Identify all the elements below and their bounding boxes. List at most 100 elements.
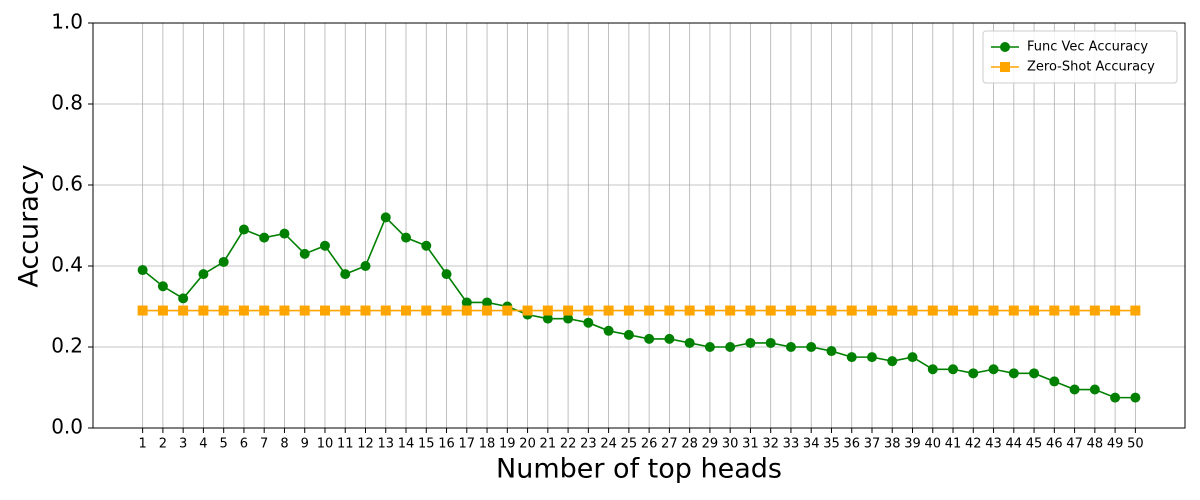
data-point [927,364,938,375]
data-point [401,232,412,243]
x-tick-label: 23 [580,437,597,452]
data-point [1069,384,1080,395]
data-point [137,265,148,276]
data-point [583,305,594,316]
data-point [745,305,756,316]
y-tick-label: 0.6 [51,172,83,196]
data-point [603,305,614,316]
data-point [1069,305,1080,316]
data-point [725,342,736,352]
data-point [279,228,290,239]
data-point [238,224,249,235]
x-tick-label: 12 [357,437,374,452]
data-point [846,305,857,316]
y-tick-label: 0.2 [51,334,83,358]
data-point [1130,305,1141,316]
x-tick-label: 38 [884,437,901,452]
x-tick-label: 14 [398,437,415,452]
data-point [988,305,999,316]
x-tick-label: 15 [418,437,435,452]
data-point [806,342,817,352]
data-point [765,337,776,348]
data-point [907,305,918,316]
plot-frame [92,22,1186,429]
x-tick-label: 49 [1107,437,1124,452]
legend-marker [1000,42,1010,52]
data-point [482,305,493,316]
x-tick-label: 44 [1006,437,1023,452]
data-point [1049,305,1060,316]
data-point [1089,305,1100,316]
data-point [563,313,574,324]
data-point [299,305,310,316]
data-point [279,305,290,316]
x-tick-label: 10 [317,437,334,452]
data-point [360,305,371,316]
x-tick-label: 43 [985,437,1002,452]
x-tick-label: 21 [540,437,557,452]
x-tick-label: 1 [138,437,146,452]
y-tick-label: 1.0 [51,10,83,34]
data-point [319,240,330,251]
data-point [948,364,959,375]
data-point [887,305,898,316]
data-point [441,269,452,280]
x-tick-label: 34 [803,437,820,452]
x-tick-label: 24 [600,437,617,452]
data-point [1008,368,1019,379]
data-point [887,356,898,367]
data-point [340,269,351,280]
x-tick-label: 27 [661,437,678,452]
x-tick-label: 8 [280,437,288,452]
x-tick-label: 33 [783,437,800,452]
x-tick-label: 41 [945,437,962,452]
x-tick-label: 16 [438,437,455,452]
data-point [198,269,209,280]
data-point [1008,305,1019,316]
x-tick-label: 50 [1127,437,1144,452]
x-tick-label: 30 [722,437,739,452]
x-tick-label: 29 [702,437,719,452]
data-point [704,305,715,316]
data-point [968,368,979,379]
data-point [927,305,938,316]
data-point [866,305,877,316]
x-tick-label: 18 [479,437,496,452]
x-tick-label: 11 [337,437,354,452]
data-point [1110,392,1121,403]
x-tick-label: 39 [904,437,921,452]
data-point [765,305,776,316]
data-point [664,333,675,344]
x-tick-label: 7 [260,437,268,452]
x-tick-label: 31 [742,437,759,452]
data-point [785,342,796,352]
x-tick-label: 5 [220,437,228,452]
x-tick-label: 17 [459,437,476,452]
data-point [563,305,574,316]
data-point [218,256,229,267]
data-point [421,305,432,316]
x-tick-label: 25 [621,437,638,452]
data-point [603,325,614,336]
data-point [644,333,655,344]
x-tick-label: 42 [965,437,982,452]
data-point [806,305,817,316]
data-point [846,352,857,363]
legend-label: Func Vec Accuracy [1027,40,1148,55]
data-point [401,305,412,316]
data-point [482,297,493,308]
x-axis-label: Number of top heads [496,454,782,485]
data-point [157,305,168,316]
data-point [259,305,270,316]
data-point [583,317,594,328]
data-point [644,305,655,316]
data-point [360,261,371,271]
x-tick-label: 47 [1066,437,1083,452]
data-point [1110,305,1121,316]
data-point [380,212,391,223]
y-tick-label: 0.0 [51,415,83,439]
data-point [198,305,209,316]
data-point [542,305,553,316]
data-point [664,305,675,316]
data-point [907,352,918,363]
